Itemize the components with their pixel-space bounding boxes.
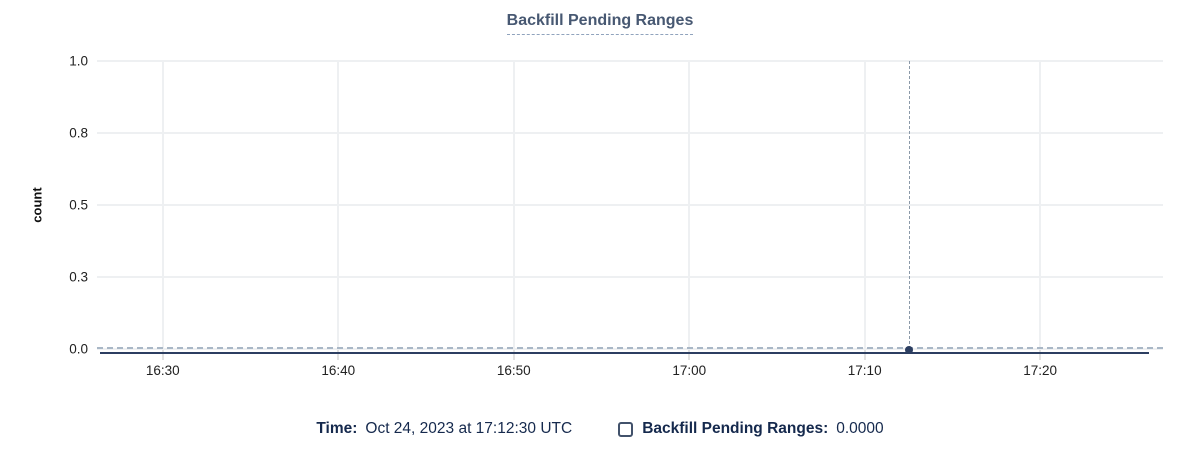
- x-tick-label: 16:40: [321, 363, 356, 378]
- x-tick-label: 17:00: [672, 363, 707, 378]
- series-line: [100, 352, 1149, 354]
- y-gridline: [97, 60, 1163, 62]
- hover-point: [904, 346, 913, 354]
- legend-time-label: Time:: [316, 420, 358, 437]
- y-gridline: [97, 348, 1163, 350]
- legend-series-value: 0.0000: [836, 420, 884, 437]
- x-tick-label: 16:50: [496, 363, 531, 378]
- y-tick-label: 0.5: [69, 197, 88, 213]
- y-tick-label: 0.8: [69, 125, 88, 141]
- y-axis-title: count: [29, 187, 45, 223]
- x-tick-mark: [161, 349, 164, 360]
- plot-area[interactable]: 16:30 16:40 16:50 17:00 17:10 17:20 0.0 0.3 0.5 0…: [69, 54, 1163, 378]
- x-tick-label: 16:30: [145, 363, 180, 378]
- x-tick-mark: [337, 349, 340, 360]
- x-tick-mark: [863, 349, 866, 360]
- x-tick-label: 17:10: [847, 363, 882, 378]
- y-tick-label: 1.0: [69, 53, 88, 69]
- x-tick-mark: [1039, 349, 1042, 360]
- y-gridline: [97, 132, 1163, 134]
- x-tick-mark: [512, 349, 515, 360]
- series-visibility-checkbox[interactable]: [618, 421, 634, 437]
- x-tick-label: 17:20: [1023, 363, 1058, 378]
- zero-baseline-dashed: [97, 347, 1163, 349]
- legend-time: Time: Oct 24, 2023 at 17:12:30 UTC: [316, 420, 572, 438]
- chart-header: Backfill Pending Ranges: [0, 12, 1200, 35]
- chart-title[interactable]: Backfill Pending Ranges: [506, 12, 694, 35]
- y-tick-label: 0.3: [69, 269, 88, 285]
- legend-series-toggle[interactable]: Backfill Pending Ranges: 0.0000: [618, 420, 884, 438]
- legend: Time: Oct 24, 2023 at 17:12:30 UTC Backf…: [0, 417, 1200, 441]
- x-tick-mark: [688, 349, 691, 360]
- legend-series-label: Backfill Pending Ranges:: [642, 420, 829, 437]
- y-gridline: [97, 204, 1163, 206]
- crosshair-line: [908, 61, 910, 349]
- y-tick-label: 0.0: [69, 341, 88, 357]
- legend-time-value: Oct 24, 2023 at 17:12:30 UTC: [365, 420, 573, 437]
- y-gridline: [97, 276, 1163, 278]
